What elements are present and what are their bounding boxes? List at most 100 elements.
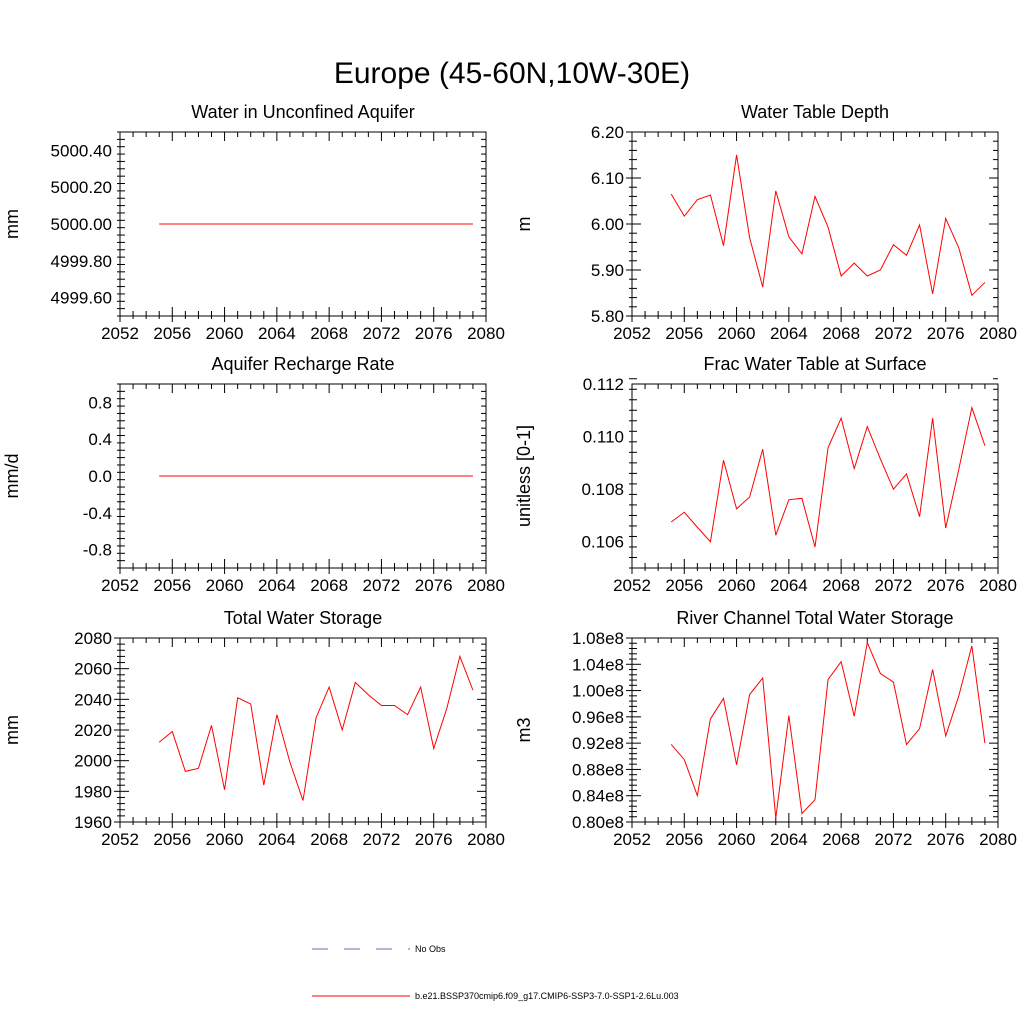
panel-5-xtick-label: 2068 — [310, 830, 348, 849]
panel-3-ytick-label: 0.4 — [88, 430, 112, 449]
panel-6-ylabel: m3 — [514, 717, 534, 742]
panel-2: Water Table Depth m 2052 2056 2060 2064 2068 20… — [514, 102, 1017, 343]
panel-2-xtick-label: 2060 — [718, 324, 756, 343]
panel-4-xtick-label: 2072 — [875, 576, 913, 595]
panel-5-xtick-label: 2060 — [206, 830, 244, 849]
panel-6-ytick-label: 0.92e8 — [572, 734, 624, 753]
panel-4-ytick-label: 0.110 — [583, 428, 624, 447]
legend: No Obs b.e21.BSSP370cmip6.f09_g17.CMIP6-… — [312, 944, 679, 1001]
panel-4-xtick-label: 2064 — [770, 576, 808, 595]
figure-title: Europe (45-60N,10W-30E) — [334, 57, 690, 90]
panel-2-xtick-label: 2072 — [875, 324, 913, 343]
panel-3-xtick-label: 2072 — [363, 576, 401, 595]
panel-6-xtick-label: 2064 — [770, 830, 808, 849]
panel-5-xtick-label: 2076 — [415, 830, 453, 849]
panel-2-xtick-label: 2056 — [665, 324, 703, 343]
panel-6-xtick-label: 2060 — [718, 830, 756, 849]
panel-3-ylabel: mm/d — [2, 454, 22, 499]
panel-2-series-line — [670, 154, 986, 297]
panel-6-xtick-label: 2056 — [665, 830, 703, 849]
panel-6-ytick-label: 1.04e8 — [572, 655, 624, 674]
panel-4-xtick-label: 2076 — [927, 576, 965, 595]
panel-6-xtick-label: 2068 — [822, 830, 860, 849]
panel-5-ytick-label: 1960 — [74, 813, 112, 832]
panel-2-title: Water Table Depth — [741, 102, 889, 122]
panel-5-ytick-label: 2080 — [74, 629, 112, 648]
panel-2-xtick-label: 2068 — [822, 324, 860, 343]
panel-1-ytick-label: 5000.40 — [51, 141, 112, 160]
panel-1-xtick-label: 2072 — [363, 324, 401, 343]
panel-5-ytick-label: 2040 — [74, 690, 112, 709]
panel-5-xtick-label: 2080 — [467, 830, 505, 849]
panel-2-xtick-label: 2064 — [770, 324, 808, 343]
panel-3-xtick-label: 2052 — [101, 576, 139, 595]
panel-6-xtick-label: 2052 — [613, 830, 651, 849]
panel-3-ytick-label: 0.8 — [88, 393, 112, 412]
panel-2-ylabel: m — [514, 217, 534, 232]
panel-5-xtick-label: 2056 — [153, 830, 191, 849]
panel-2-ytick-label: 6.00 — [591, 215, 624, 234]
panel-6-title: River Channel Total Water Storage — [676, 608, 953, 628]
panel-2-xtick-label: 2052 — [613, 324, 651, 343]
panel-5-xtick-label: 2072 — [363, 830, 401, 849]
panel-5-ylabel: mm — [2, 715, 22, 745]
panel-6-ytick-label: 0.96e8 — [572, 708, 624, 727]
panel-1-ytick-label: 5000.20 — [51, 178, 112, 197]
panel-2-ytick-label: 5.80 — [591, 307, 624, 326]
panel-4-ytick-label: 0.108 — [581, 480, 624, 499]
panel-6-ytick-label: 1.08e8 — [572, 629, 624, 648]
panel-1-xtick-label: 2064 — [258, 324, 296, 343]
panel-3-xtick-label: 2060 — [206, 576, 244, 595]
panel-6-xtick-label: 2080 — [979, 830, 1017, 849]
panel-4-title: Frac Water Table at Surface — [703, 354, 926, 374]
panel-5-ytick-label: 2020 — [74, 721, 112, 740]
panel-4-series-line — [670, 405, 986, 548]
panel-4-ytick-label: 0.106 — [581, 533, 624, 552]
panel-1-xtick-label: 2052 — [101, 324, 139, 343]
panel-1: Water in Unconfined Aquifer mm 2052 2056 206… — [2, 102, 505, 343]
panel-6-ytick-label: 0.80e8 — [572, 813, 624, 832]
panel-3-xtick-label: 2080 — [467, 576, 505, 595]
panel-4-xtick-label: 2068 — [822, 576, 860, 595]
panel-1-xtick-label: 2080 — [467, 324, 505, 343]
panel-3-ytick-label: -0.8 — [83, 541, 112, 560]
panel-4-xtick-label: 2080 — [979, 576, 1017, 595]
panel-6-series-line — [670, 640, 986, 819]
panel-4-ylabel: unitless [0-1] — [514, 425, 534, 527]
panel-3-xtick-label: 2064 — [258, 576, 296, 595]
panel-2-xtick-label: 2076 — [927, 324, 965, 343]
panel-5-xtick-label: 2064 — [258, 830, 296, 849]
panel-1-xtick-label: 2076 — [415, 324, 453, 343]
panel-4-ytick-label: 0.112 — [583, 375, 624, 394]
panel-3-ytick-label: -0.4 — [83, 504, 112, 523]
panel-6-ytick-label: 0.88e8 — [572, 760, 624, 779]
panels: Water in Unconfined Aquifer mm 2052 2056 206… — [2, 102, 1017, 849]
panel-3-ytick-label: 0.0 — [88, 467, 112, 486]
panel-6-xtick-label: 2072 — [875, 830, 913, 849]
panel-1-ytick-label: 4999.60 — [51, 289, 112, 308]
panel-2-ytick-label: 6.20 — [591, 123, 624, 142]
panel-1-xtick-label: 2060 — [206, 324, 244, 343]
panel-1-title: Water in Unconfined Aquifer — [191, 102, 414, 122]
panel-3-xtick-label: 2076 — [415, 576, 453, 595]
panel-6: River Channel Total Water Storage m3 2052 2… — [514, 608, 1017, 849]
panel-5-ytick-label: 2060 — [74, 660, 112, 679]
panel-3-title: Aquifer Recharge Rate — [211, 354, 394, 374]
panel-5-series-line — [158, 654, 474, 801]
panel-5-xtick-label: 2052 — [101, 830, 139, 849]
legend-obs-label: No Obs — [415, 944, 446, 954]
panel-5: Total Water Storage mm 2052 2056 2060 2064 206… — [2, 608, 505, 849]
panel-6-ytick-label: 1.00e8 — [572, 682, 624, 701]
panel-6-xtick-label: 2076 — [927, 830, 965, 849]
panel-2-ytick-label: 6.10 — [591, 169, 624, 188]
panel-1-xtick-label: 2056 — [153, 324, 191, 343]
panel-5-ytick-label: 2000 — [74, 752, 112, 771]
panel-2-ytick-label: 5.90 — [591, 261, 624, 280]
panel-3-xtick-label: 2056 — [153, 576, 191, 595]
panel-1-ytick-label: 4999.80 — [51, 252, 112, 271]
panel-2-xtick-label: 2080 — [979, 324, 1017, 343]
panel-4-xtick-label: 2060 — [718, 576, 756, 595]
panel-1-ytick-label: 5000.00 — [51, 215, 112, 234]
